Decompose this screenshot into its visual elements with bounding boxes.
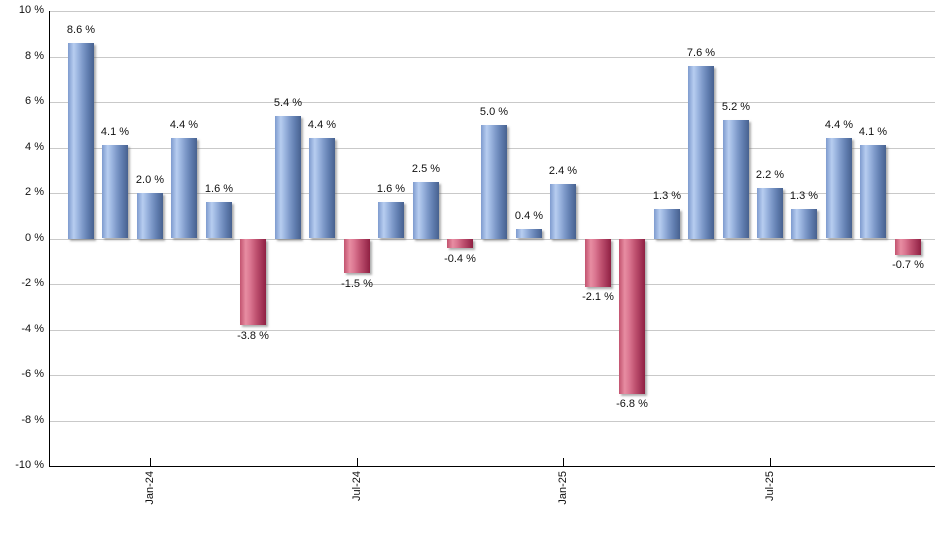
positive-bar xyxy=(826,138,852,238)
bar-value-label: 1.3 % xyxy=(652,190,682,202)
bar-value-label: -6.8 % xyxy=(616,398,648,410)
gridline--8 xyxy=(49,421,935,422)
positive-bar xyxy=(516,229,542,238)
negative-bar xyxy=(585,239,611,287)
x-axis-tick-label: Jan-24 xyxy=(144,471,156,505)
x-axis-tick-label: Jul-24 xyxy=(351,471,363,501)
x-axis-tick xyxy=(357,458,358,466)
positive-bar xyxy=(309,138,335,238)
y-axis-tick-label: -8 % xyxy=(21,414,44,426)
bar-value-label: 4.1 % xyxy=(100,126,130,138)
bar-value-label: 2.5 % xyxy=(411,163,441,175)
y-axis-tick-label: 2 % xyxy=(25,186,44,198)
y-axis-tick-label: -10 % xyxy=(15,459,44,471)
y-axis-tick-label: -2 % xyxy=(21,277,44,289)
x-axis-tick-label: Jan-25 xyxy=(557,471,569,505)
positive-bar xyxy=(654,209,680,239)
x-axis-line xyxy=(49,466,935,467)
y-axis-tick-label: 8 % xyxy=(25,50,44,62)
gridline-6 xyxy=(49,102,935,103)
bar-value-label: 4.1 % xyxy=(858,126,888,138)
positive-bar xyxy=(791,209,817,239)
bar-value-label: 2.4 % xyxy=(548,165,578,177)
positive-bar xyxy=(723,120,749,238)
bar-value-label: -0.7 % xyxy=(892,259,924,271)
y-axis-tick-label: -6 % xyxy=(21,368,44,380)
positive-bar xyxy=(550,184,576,239)
negative-bar xyxy=(895,239,921,255)
gridline-10 xyxy=(49,11,935,12)
positive-bar xyxy=(481,125,507,239)
bar-value-label: -1.5 % xyxy=(341,278,373,290)
bar-value-label: -3.8 % xyxy=(237,330,269,342)
y-axis-tick-label: -4 % xyxy=(21,323,44,335)
bar-value-label: 8.6 % xyxy=(66,24,96,36)
y-axis-tick-label: 4 % xyxy=(25,141,44,153)
gridline-8 xyxy=(49,57,935,58)
positive-bar xyxy=(68,43,94,239)
bar-value-label: 5.0 % xyxy=(479,106,509,118)
bar-value-label: 4.4 % xyxy=(169,119,199,131)
x-axis-tick xyxy=(563,458,564,466)
positive-bar xyxy=(757,188,783,238)
x-axis-tick-label: Jul-25 xyxy=(764,471,776,501)
x-axis-tick xyxy=(770,458,771,466)
gridline--6 xyxy=(49,375,935,376)
bar-value-label: 7.6 % xyxy=(686,47,716,59)
positive-bar xyxy=(413,182,439,239)
bar-value-label: 1.6 % xyxy=(204,183,234,195)
positive-bar xyxy=(102,145,128,238)
bar-value-label: 5.2 % xyxy=(721,101,751,113)
gridline--4 xyxy=(49,330,935,331)
bar-value-label: 2.0 % xyxy=(135,174,165,186)
bar-value-label: 5.4 % xyxy=(273,97,303,109)
bar-value-label: 4.4 % xyxy=(824,119,854,131)
bar-value-label: 1.6 % xyxy=(376,183,406,195)
y-axis-line xyxy=(49,11,50,466)
positive-bar xyxy=(860,145,886,238)
positive-bar xyxy=(137,193,163,239)
negative-bar xyxy=(619,239,645,394)
bar-value-label: 0.4 % xyxy=(514,210,544,222)
gridline--2 xyxy=(49,284,935,285)
gridline-0 xyxy=(49,239,935,240)
positive-bar xyxy=(206,202,232,238)
y-axis-tick-label: 6 % xyxy=(25,95,44,107)
negative-bar xyxy=(240,239,266,325)
x-axis-tick xyxy=(150,458,151,466)
positive-bar xyxy=(688,66,714,239)
bar-value-label: 2.2 % xyxy=(755,169,785,181)
negative-bar xyxy=(447,239,473,248)
positive-bar xyxy=(378,202,404,238)
bar-value-label: -0.4 % xyxy=(444,253,476,265)
bar-value-label: 1.3 % xyxy=(789,190,819,202)
bar-value-label: 4.4 % xyxy=(307,119,337,131)
positive-bar xyxy=(275,116,301,239)
bar-value-label: -2.1 % xyxy=(582,291,614,303)
y-axis-tick-label: 0 % xyxy=(25,232,44,244)
positive-bar xyxy=(171,138,197,238)
y-axis-tick-label: 10 % xyxy=(18,4,44,16)
negative-bar xyxy=(344,239,370,273)
